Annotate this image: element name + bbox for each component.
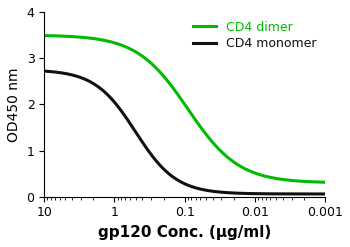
CD4 monomer (135, 133, 140, 136)
CD4 dimer (196, 122, 200, 125)
Line: CD4 monomer: CD4 monomer (44, 71, 325, 194)
CD4 monomer (273, 192, 278, 195)
CD4 dimer (135, 51, 140, 54)
CD4 monomer (196, 187, 200, 190)
CD4 dimer (251, 171, 255, 174)
CD4 dimer (323, 181, 327, 184)
CD4 dimer (112, 41, 116, 44)
CD4 monomer (323, 192, 327, 195)
CD4 dimer (273, 177, 278, 180)
Y-axis label: OD450 nm: OD450 nm (7, 67, 21, 142)
Line: CD4 dimer: CD4 dimer (44, 36, 325, 182)
Legend: CD4 dimer, CD4 monomer: CD4 dimer, CD4 monomer (191, 18, 319, 53)
X-axis label: gp120 Conc. (μg/ml): gp120 Conc. (μg/ml) (98, 225, 271, 240)
CD4 dimer (42, 34, 46, 37)
CD4 monomer (42, 70, 46, 73)
CD4 monomer (251, 192, 255, 195)
CD4 dimer (158, 70, 162, 73)
CD4 monomer (158, 163, 162, 166)
CD4 monomer (112, 100, 116, 103)
